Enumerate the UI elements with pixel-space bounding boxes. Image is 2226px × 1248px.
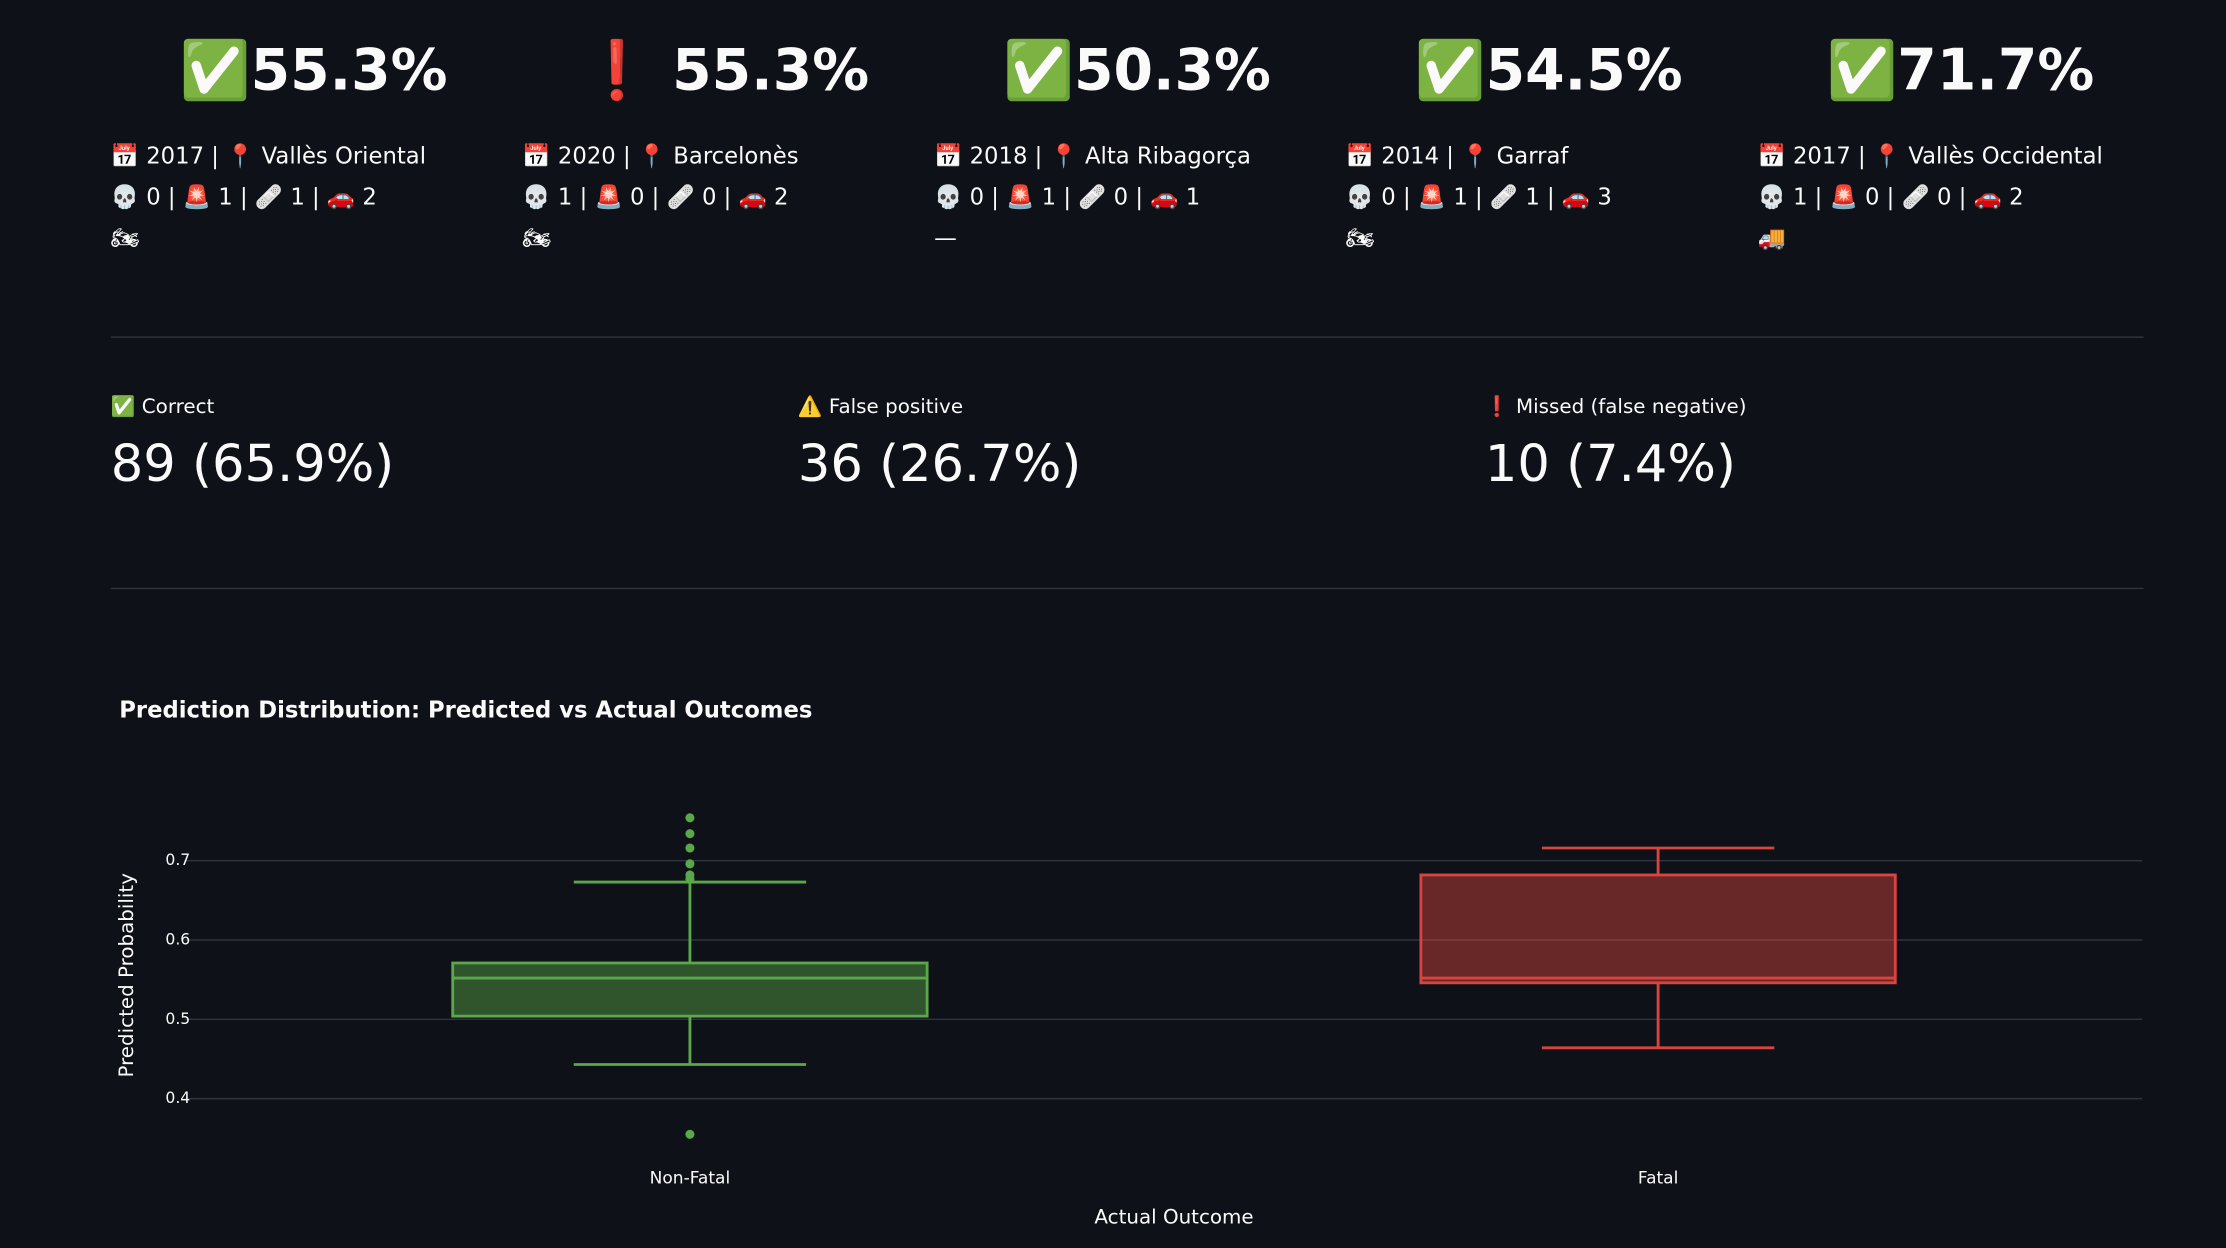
metric-value: 89 (65.9%) xyxy=(110,435,395,495)
y-tick-label: 0.7 xyxy=(165,851,190,869)
x-tick-label: Non-Fatal xyxy=(650,1168,731,1188)
prediction-card: ✅50.3% 📅 2018 | 📍 Alta Ribagorça 💀 0 | 🚨 1… xyxy=(934,31,1320,258)
card-vehicle: 🏍 xyxy=(110,224,140,252)
card-counts: 💀 0 | 🚨 1 | 🩹 1 | 🚗 3 xyxy=(1345,183,1612,211)
card-vehicle: — xyxy=(934,224,957,252)
card-place: 📅 2018 | 📍 Alta Ribagorça xyxy=(934,141,1251,169)
box xyxy=(451,961,929,1018)
card-score: ✅55.3% xyxy=(179,38,448,104)
card-place: 📅 2014 | 📍 Garraf xyxy=(1345,141,1569,169)
metric-label: ❗ Missed (false negative) xyxy=(1484,396,1747,419)
metric-label: ⚠️ False positive xyxy=(797,396,964,419)
outlier xyxy=(685,1129,695,1139)
outlier xyxy=(685,813,695,823)
card-counts: 💀 0 | 🚨 1 | 🩹 0 | 🚗 1 xyxy=(934,183,1201,211)
y-tick-label: 0.5 xyxy=(165,1010,190,1028)
divider xyxy=(110,587,2144,590)
card-counts: 💀 0 | 🚨 1 | 🩹 1 | 🚗 2 xyxy=(110,183,377,211)
outlier xyxy=(685,843,695,853)
prediction-card: ✅71.7% 📅 2017 | 📍 Vallès Occidental 💀 1 | … xyxy=(1757,31,2143,258)
divider xyxy=(110,336,2144,338)
y-tick-label: 0.6 xyxy=(165,930,190,948)
metric: ❗ Missed (false negative) 10 (7.4%) xyxy=(1485,392,1747,508)
card-counts: 💀 1 | 🚨 0 | 🩹 0 | 🚗 2 xyxy=(1757,183,2024,211)
card-score: ✅50.3% xyxy=(1003,38,1271,104)
metric-label: ✅ Correct xyxy=(110,396,215,419)
box xyxy=(1419,873,1897,985)
metric: ⚠️ False positive 36 (26.7%) xyxy=(798,392,1082,508)
card-place: 📅 2017 | 📍 Vallès Occidental xyxy=(1757,141,2103,169)
outlier xyxy=(685,829,695,839)
outlier xyxy=(685,859,695,869)
prediction-card: ❗ 55.3% 📅 2020 | 📍 Barcelonès 💀 1 | 🚨 0 | … xyxy=(522,31,908,258)
card-vehicle: 🏍 xyxy=(1345,224,1375,252)
x-axis-label: Actual Outcome xyxy=(1094,1206,1253,1229)
y-tick-label: 0.4 xyxy=(165,1089,190,1107)
outlier xyxy=(685,874,695,884)
card-counts: 💀 1 | 🚨 0 | 🩹 0 | 🚗 2 xyxy=(522,183,789,211)
y-axis-label: Predicted Probability xyxy=(115,873,138,1078)
card-place: 📅 2020 | 📍 Barcelonès xyxy=(522,141,799,169)
card-score: ❗ 55.3% xyxy=(581,38,870,104)
card-score: ✅71.7% xyxy=(1826,38,2095,104)
x-tick-label: Fatal xyxy=(1638,1168,1678,1188)
card-score: ✅54.5% xyxy=(1414,38,1683,104)
metric: ✅ Correct 89 (65.9%) xyxy=(111,392,395,508)
card-vehicle: 🚚 xyxy=(1757,224,1786,252)
card-vehicle: 🏍 xyxy=(522,224,552,252)
chart-title: Prediction Distribution: Predicted vs Ac… xyxy=(119,698,812,724)
metric-value: 10 (7.4%) xyxy=(1484,435,1736,495)
metric-value: 36 (26.7%) xyxy=(797,435,1082,495)
prediction-card: ✅54.5% 📅 2014 | 📍 Garraf 💀 0 | 🚨 1 | 🩹 1 |… xyxy=(1346,31,1732,258)
prediction-card: ✅55.3% 📅 2017 | 📍 Vallès Oriental 💀 0 | 🚨 … xyxy=(111,31,497,258)
card-place: 📅 2017 | 📍 Vallès Oriental xyxy=(110,141,427,169)
